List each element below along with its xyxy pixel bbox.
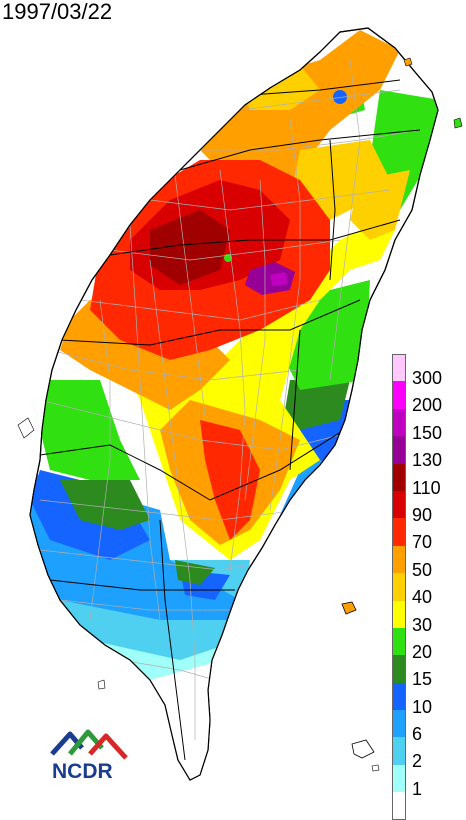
- legend-label: 10: [412, 696, 433, 717]
- legend-swatch: [392, 463, 406, 491]
- legend-label: 2: [412, 751, 423, 772]
- legend-row: 50: [390, 545, 466, 580]
- legend-swatch: [392, 381, 406, 409]
- legend-row: 20: [390, 627, 466, 662]
- legend-label: 90: [412, 504, 433, 525]
- rainfall-legend: 300 200 150 130 110 90 70 50 40 30 20 15 10 6 2 1: [390, 354, 466, 820]
- legend-label: 40: [412, 587, 433, 608]
- legend-swatch: [392, 408, 406, 437]
- orchid-island: [351, 739, 375, 759]
- legend-row: 30: [390, 600, 466, 635]
- legend-label: 130: [412, 450, 443, 471]
- legend-row: 90: [390, 490, 466, 525]
- ncdr-logo: NCDR: [50, 729, 128, 780]
- legend-swatch: [392, 764, 406, 793]
- legend-row: 130: [390, 436, 466, 470]
- legend-swatch: [392, 490, 406, 519]
- legend-label: 200: [412, 395, 443, 416]
- legend-swatch: [392, 518, 406, 546]
- legend-label: 70: [412, 532, 433, 553]
- legend-swatch: [392, 792, 406, 820]
- turtle-island: [453, 117, 463, 129]
- legend-label: 30: [412, 614, 433, 635]
- legend-label: 300: [412, 368, 443, 388]
- legend-swatch: [392, 573, 406, 601]
- green-island: [341, 601, 357, 615]
- township-boundaries: [39, 59, 421, 740]
- legend-swatch: [392, 436, 406, 464]
- logo-text: NCDR: [52, 760, 113, 780]
- legend-label: 6: [412, 724, 423, 745]
- legend-row: 200: [390, 381, 466, 415]
- county-boundaries: [39, 79, 421, 761]
- legend-swatch: [392, 655, 406, 683]
- legend-swatch: [392, 710, 406, 738]
- liuqiu-island: [97, 679, 106, 690]
- legend-row: 110: [390, 463, 466, 498]
- legend-row: 6: [390, 710, 466, 744]
- legend-row: 10: [390, 682, 466, 717]
- legend-row: 2: [390, 737, 466, 771]
- legend-label: 15: [412, 669, 433, 690]
- legend-row: 150: [390, 408, 466, 443]
- legend-label: 20: [412, 641, 433, 662]
- map-date: 1997/03/22: [2, 0, 113, 24]
- legend-label: 110: [412, 477, 441, 498]
- legend-swatch: [392, 737, 406, 765]
- legend-row: 1: [390, 764, 466, 799]
- legend-swatch: [392, 600, 406, 628]
- rainfall-map: [17, 27, 463, 781]
- rainfall-fill: [30, 30, 438, 780]
- legend-label: 150: [412, 422, 443, 443]
- legend-swatch: [392, 354, 406, 382]
- legend-swatch: [392, 545, 406, 574]
- legend-swatch: [392, 682, 406, 711]
- legend-swatch: [392, 627, 406, 656]
- legend-row: 70: [390, 518, 466, 552]
- legend-label: 50: [412, 559, 433, 580]
- legend-row: 40: [390, 573, 466, 607]
- legend-row: 300: [390, 354, 466, 388]
- legend-row: [390, 792, 466, 820]
- legend-row: 15: [390, 655, 466, 689]
